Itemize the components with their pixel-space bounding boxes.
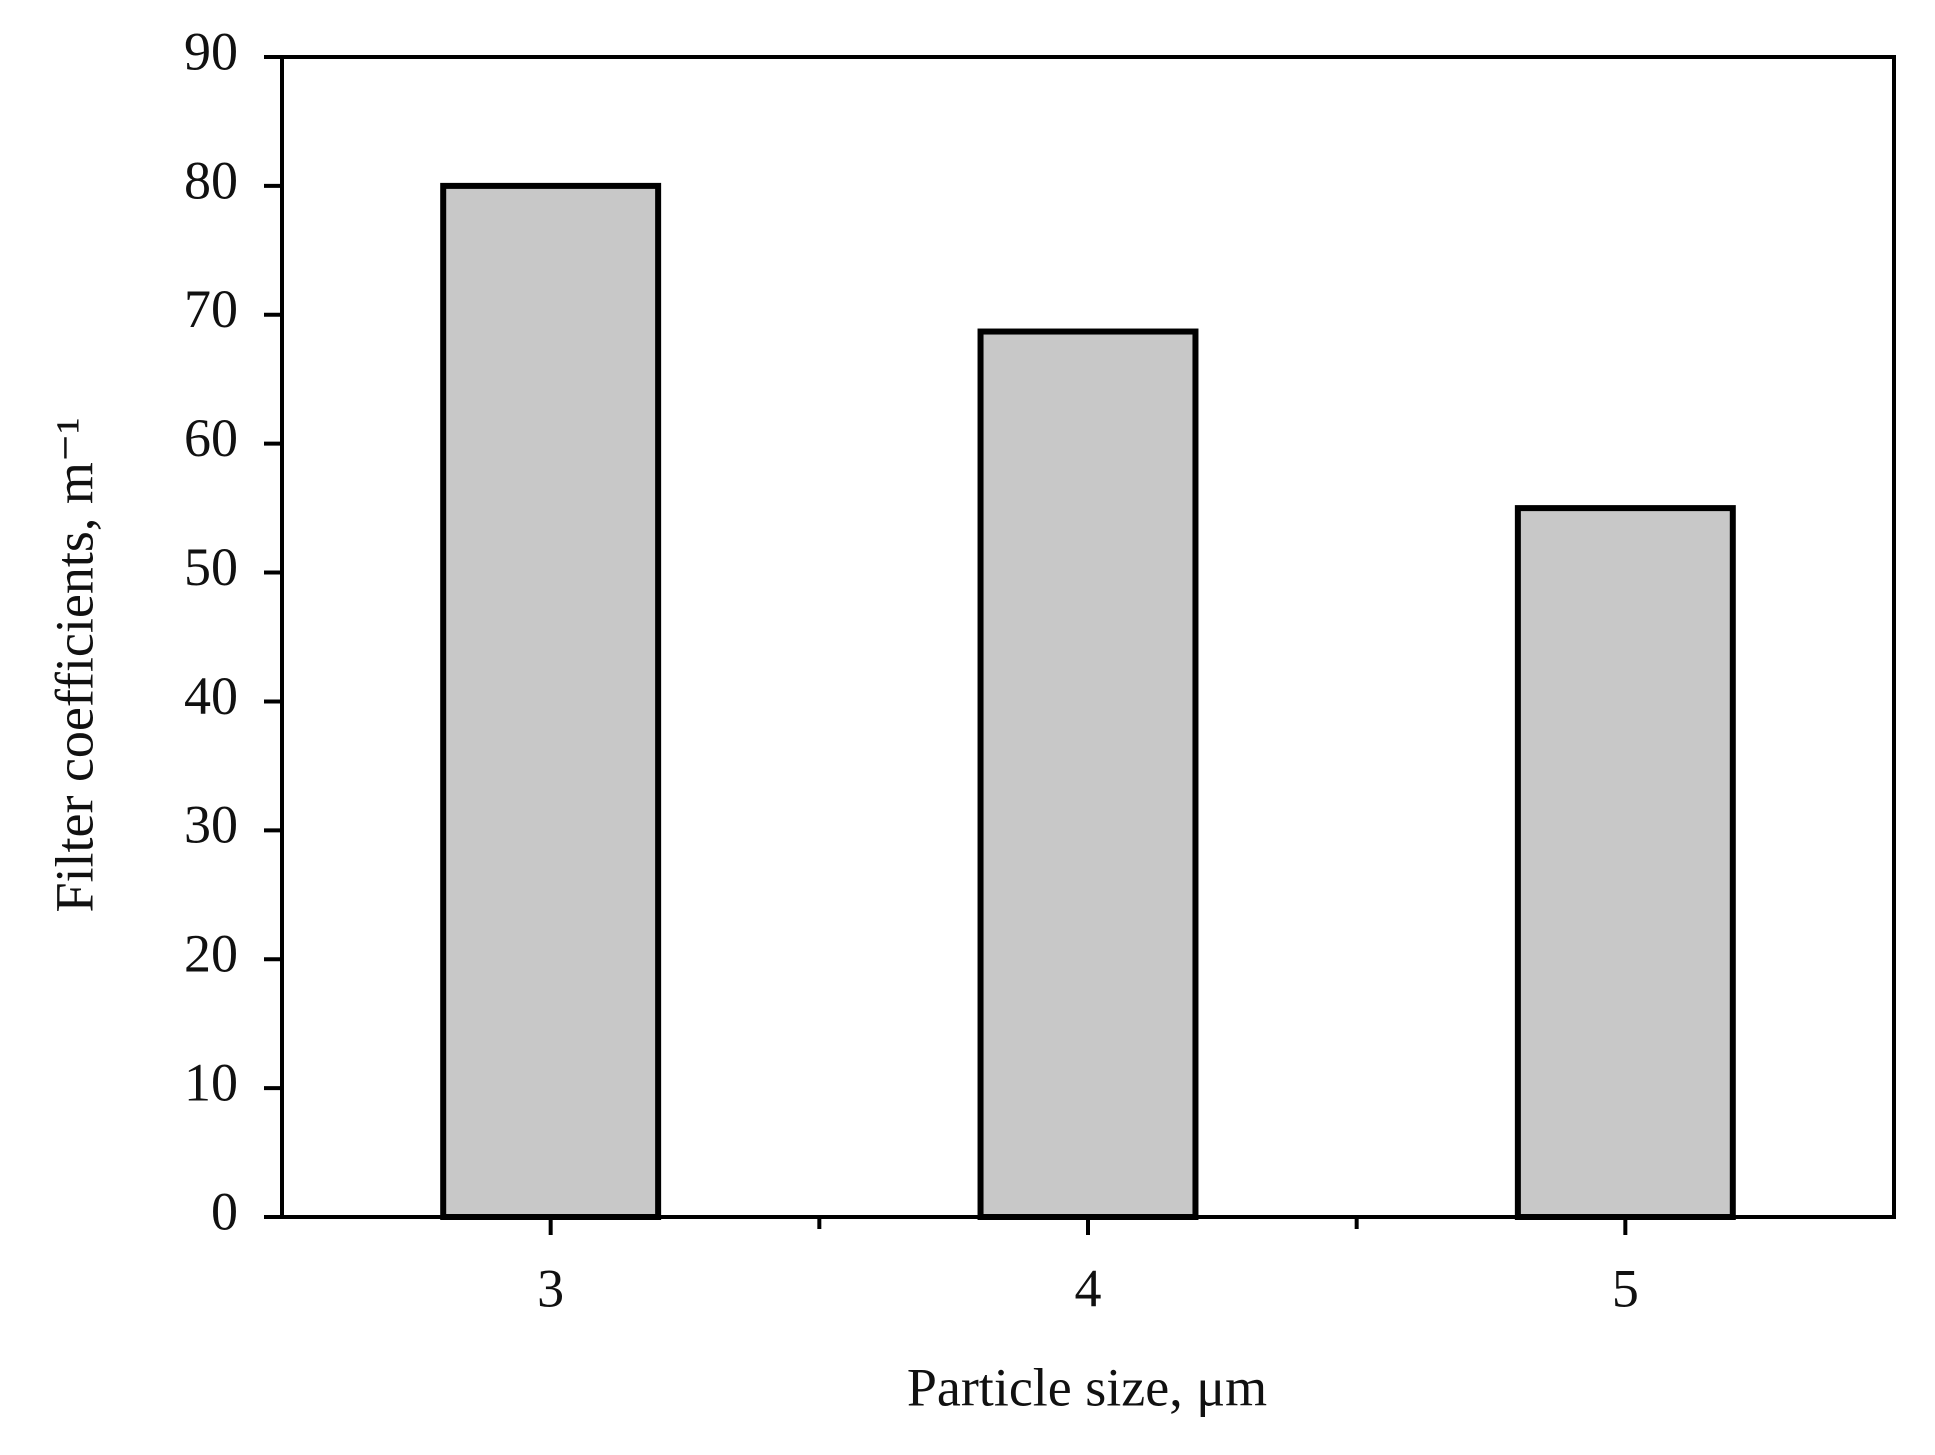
y-axis-label: Filter coefficients, m⁻¹ — [44, 417, 104, 912]
y-tick-label: 30 — [184, 795, 238, 855]
y-tick-label: 80 — [184, 150, 238, 210]
y-tick-label: 40 — [184, 666, 238, 726]
y-tick-label: 70 — [184, 279, 238, 339]
y-tick-label: 50 — [184, 537, 238, 597]
x-axis-label: Particle size, μm — [907, 1357, 1267, 1417]
y-tick-label: 90 — [184, 21, 238, 81]
y-tick-label: 20 — [184, 924, 238, 984]
bar — [977, 328, 1199, 1220]
bar — [1514, 505, 1736, 1221]
y-tick-label: 10 — [184, 1053, 238, 1113]
x-tick-label: 5 — [1612, 1258, 1639, 1318]
bar — [440, 182, 662, 1220]
y-tick-label: 0 — [211, 1181, 238, 1241]
y-tick-label: 60 — [184, 408, 238, 468]
x-tick-label: 3 — [537, 1258, 564, 1318]
x-tick-label: 4 — [1075, 1258, 1102, 1318]
